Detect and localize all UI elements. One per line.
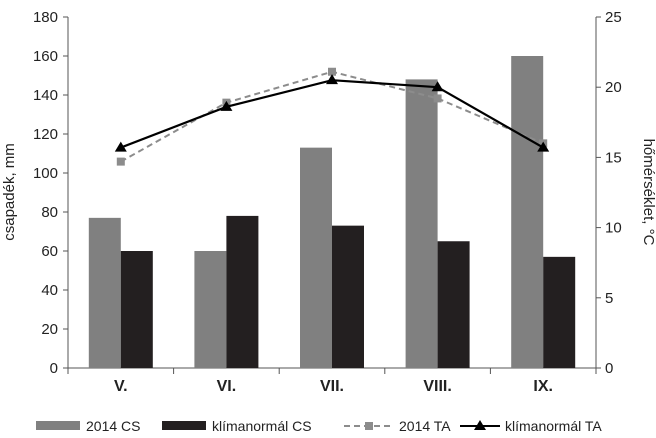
- y-left-tick-label: 20: [41, 321, 58, 338]
- bar: [405, 79, 438, 369]
- chart-legend: 2014 CS klímanormál CS 2014 TA klímanormál …: [36, 418, 602, 434]
- y-right-tick-label: 0: [605, 360, 613, 377]
- data-point: [431, 81, 444, 92]
- legend-marker: [474, 420, 486, 430]
- legend-marker: [365, 422, 373, 430]
- x-tick-label: VII.: [320, 378, 344, 395]
- y-right-tick-label: 5: [605, 290, 613, 307]
- data-point: [114, 141, 127, 152]
- bar: [437, 241, 470, 368]
- bar: [226, 215, 259, 368]
- x-tick-label: V.: [114, 378, 128, 395]
- y-left-tick-label: 180: [33, 9, 58, 26]
- legend-label: 2014 TA: [399, 418, 451, 434]
- bar: [88, 217, 121, 368]
- y-left-tick-label: 160: [33, 48, 58, 65]
- x-tick-label: VIII.: [423, 378, 451, 395]
- x-tick-label: VI.: [217, 378, 237, 395]
- bar: [300, 147, 332, 368]
- legend-label: 2014 CS: [86, 418, 140, 434]
- data-point: [537, 141, 550, 152]
- y-left-tick-label: 0: [50, 360, 58, 377]
- y-left-tick-label: 40: [41, 282, 58, 299]
- series-line: [120, 79, 544, 149]
- bar: [543, 256, 576, 368]
- y-left-tick-label: 140: [33, 87, 58, 104]
- data-point: [326, 74, 338, 85]
- bar: [332, 225, 364, 368]
- y-left-tick-label: 80: [41, 204, 58, 221]
- bar: [120, 251, 153, 368]
- y-axis-right-title: hőmérséklet, °C: [640, 139, 656, 246]
- data-point: [116, 157, 125, 166]
- legend-swatch: [162, 421, 206, 430]
- data-point: [433, 94, 442, 103]
- y-right-tick-label: 10: [605, 220, 622, 237]
- y-left-tick-label: 120: [33, 126, 58, 143]
- y-axis-left-title: csapadék, mm: [1, 143, 18, 241]
- y-right-tick-label: 25: [605, 9, 622, 26]
- x-tick-label: IX.: [533, 378, 553, 395]
- y-left-tick-label: 60: [41, 243, 58, 260]
- legend-swatch: [36, 421, 80, 430]
- chart-tick-labels: 0 20 40 60 80 100 120 140 160 180 0 5 10 15 20 25 V. VI. V…: [33, 9, 622, 395]
- y-right-tick-label: 20: [605, 79, 622, 96]
- chart-lines: [114, 67, 550, 166]
- legend-label: klímanormál CS: [212, 418, 312, 434]
- chart-bars: [88, 56, 576, 369]
- bar: [194, 251, 227, 368]
- legend-label: klímanormál TA: [505, 418, 602, 434]
- y-right-tick-label: 15: [605, 149, 622, 166]
- data-point: [220, 100, 233, 111]
- y-left-tick-label: 100: [33, 165, 58, 182]
- bar: [511, 56, 544, 368]
- data-point: [328, 67, 336, 76]
